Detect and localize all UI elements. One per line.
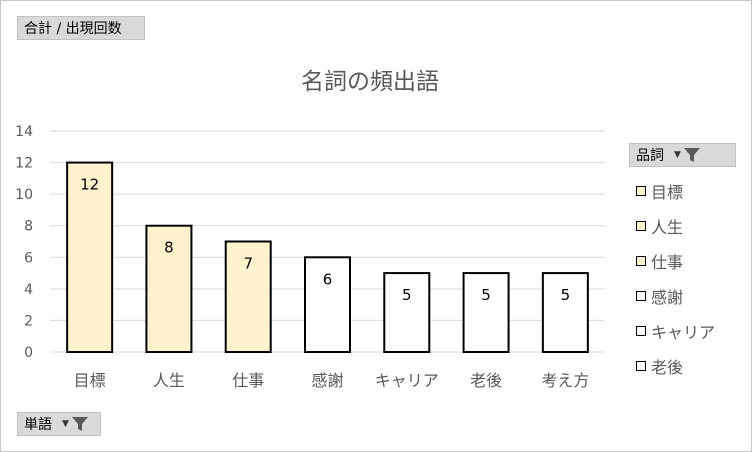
x-axis-ticks: 目標 人生 仕事 感謝 キャリア 老後 考え方 <box>74 371 590 390</box>
dropdown-arrow-icon: ▼ <box>62 419 69 429</box>
y-tick-label: 4 <box>24 282 33 298</box>
data-label: 5 <box>481 286 491 304</box>
y-tick-label: 12 <box>15 156 33 172</box>
legend-swatch <box>636 360 646 371</box>
y-tick-label: 10 <box>15 187 33 203</box>
legend-item[interactable]: 人生 <box>636 208 715 243</box>
legend-swatch <box>636 220 646 231</box>
legend: 目標人生仕事感謝キャリア老後 <box>636 173 715 383</box>
legend-label: キャリア <box>651 322 716 342</box>
legend-label: 目標 <box>651 182 684 202</box>
bar[interactable] <box>541 272 589 354</box>
legend-item[interactable]: 仕事 <box>636 243 715 278</box>
y-tick-label: 6 <box>24 250 33 266</box>
bar[interactable] <box>304 256 351 353</box>
category-field-button[interactable]: 単語 ▼ <box>17 412 101 436</box>
x-tick-label: 考え方 <box>541 371 589 390</box>
category-field-label: 単語 <box>24 417 52 433</box>
y-tick-label: 14 <box>15 124 33 140</box>
bar[interactable] <box>462 272 510 354</box>
y-tick-label: 8 <box>24 219 33 235</box>
bar[interactable] <box>383 272 431 354</box>
data-label: 12 <box>80 176 99 194</box>
x-tick-label: キャリア <box>375 371 439 390</box>
data-label: 6 <box>323 270 333 288</box>
legend-field-button[interactable]: 品詞 ▼ <box>629 143 736 167</box>
data-label: 5 <box>561 286 571 304</box>
legend-swatch <box>636 255 646 266</box>
funnel-icon <box>683 148 700 162</box>
data-label: 8 <box>164 239 174 257</box>
bar[interactable] <box>145 224 193 353</box>
x-tick-label: 人生 <box>153 371 185 390</box>
x-tick-label: 感謝 <box>311 371 343 390</box>
legend-item[interactable]: 目標 <box>636 173 715 208</box>
data-labels: 12 8 7 6 5 5 5 <box>80 176 570 305</box>
legend-item[interactable]: 感謝 <box>636 278 715 313</box>
bar[interactable] <box>224 240 272 353</box>
y-tick-label: 0 <box>24 345 33 361</box>
dropdown-arrow-icon: ▼ <box>674 150 681 160</box>
chart-title: 名詞の頻出語 <box>301 69 439 95</box>
legend-swatch <box>636 185 646 196</box>
funnel-icon <box>71 417 88 431</box>
legend-label: 仕事 <box>651 252 684 272</box>
legend-item[interactable]: 老後 <box>636 348 715 383</box>
legend-swatch <box>636 325 646 336</box>
values-field-button[interactable]: 合計 / 出現回数 <box>17 16 145 40</box>
bar[interactable] <box>66 161 114 353</box>
x-tick-label: 目標 <box>74 371 106 390</box>
bars <box>66 161 589 354</box>
x-tick-label: 老後 <box>470 371 502 390</box>
y-axis-ticks: 0 2 4 6 8 10 12 14 <box>15 124 33 361</box>
legend-label: 人生 <box>651 217 684 237</box>
legend-label: 感謝 <box>651 287 684 307</box>
legend-field-label: 品詞 <box>636 148 664 164</box>
legend-swatch <box>636 290 646 301</box>
legend-item[interactable]: キャリア <box>636 313 715 348</box>
values-field-label: 合計 / 出現回数 <box>24 21 122 37</box>
data-label: 5 <box>402 286 412 304</box>
x-tick-label: 仕事 <box>232 371 264 390</box>
legend-label: 老後 <box>651 357 684 377</box>
data-label: 7 <box>243 255 253 273</box>
y-tick-label: 2 <box>24 313 33 329</box>
